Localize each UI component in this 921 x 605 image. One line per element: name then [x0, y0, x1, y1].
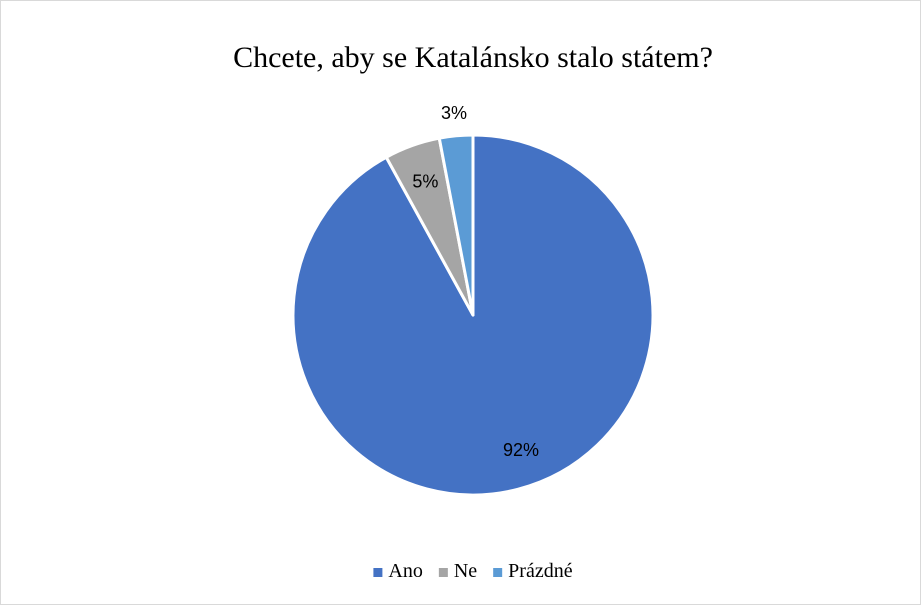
legend-label: Ano: [388, 560, 422, 582]
legend-item-ne: Ne: [438, 560, 477, 582]
legend-label: Ne: [454, 560, 477, 582]
data-labels: 92% 5% 3%: [412, 103, 539, 460]
pie-slices: [291, 133, 655, 497]
data-label-ne: 5%: [412, 172, 438, 192]
legend-item-ano: Ano: [373, 560, 423, 582]
legend-swatch: [493, 568, 503, 577]
legend-swatch: [373, 568, 383, 577]
legend: Ano Ne Prázdné: [373, 560, 573, 582]
legend-label: Prázdné: [508, 560, 573, 582]
chart-title: Chcete, aby se Katalánsko stalo státem?: [233, 41, 713, 74]
legend-swatch: [438, 568, 448, 577]
data-label-prazdne: 3%: [441, 103, 467, 123]
legend-item-prazdne: Prázdné: [493, 560, 573, 582]
pie-slice-prazdne: [437, 133, 475, 317]
data-label-ano: 92%: [503, 440, 539, 460]
